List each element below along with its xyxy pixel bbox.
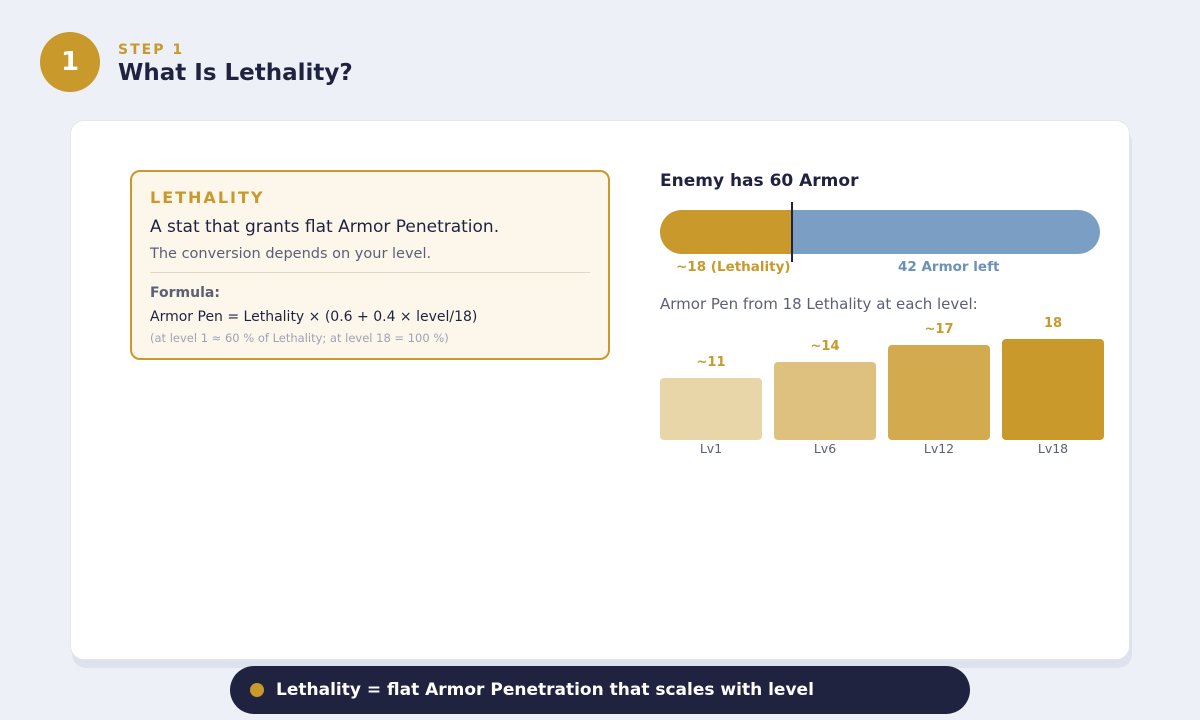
takeaway-dot-icon — [250, 683, 264, 697]
definition-title: LETHALITY — [150, 188, 265, 207]
definition-divider — [150, 272, 590, 273]
step-number-badge: 1 — [40, 32, 100, 92]
bar-lv18 — [1002, 339, 1104, 440]
formula-text: Armor Pen = Lethality × (0.6 + 0.4 × lev… — [150, 309, 478, 325]
formula-note: (at level 1 ≈ 60 % of Lethality; at leve… — [150, 331, 449, 345]
bar-value-label: 18 — [1043, 316, 1063, 331]
takeaway-banner: Lethality = flat Armor Penetration that … — [230, 666, 970, 714]
bar-value-label: ~14 — [810, 339, 840, 354]
bar-category-label: Lv18 — [1037, 441, 1069, 456]
takeaway-text: Lethality = flat Armor Penetration that … — [276, 680, 814, 700]
formula-label: Formula: — [150, 285, 220, 301]
definition-sub-text: The conversion depends on your level. — [150, 246, 432, 262]
definition-box: LETHALITY A stat that grants flat Armor … — [130, 170, 610, 360]
bar-category-label: Lv1 — [699, 441, 723, 456]
armor-remaining-label: 42 Armor left — [898, 259, 1000, 275]
armor-penetrated-label: ~18 (Lethality) — [676, 259, 791, 275]
definition-main-text: A stat that grants flat Armor Penetratio… — [150, 217, 500, 237]
step-label: STEP 1 — [118, 42, 185, 58]
chart-title: Armor Pen from 18 Lethality at each leve… — [660, 295, 978, 313]
bar-lv12 — [888, 345, 990, 440]
bar-value-label: ~17 — [924, 322, 954, 337]
armor-marker — [791, 202, 793, 262]
bar-value-label: ~11 — [696, 355, 726, 370]
armor-pen-bar-chart: ~11 Lv1 ~14 Lv6 ~17 Lv12 18 Lv18 — [660, 310, 1120, 470]
page-title: What Is Lethality? — [118, 60, 353, 86]
bar-category-label: Lv12 — [923, 441, 955, 456]
bar-category-label: Lv6 — [813, 441, 837, 456]
bar-lv6 — [774, 362, 876, 440]
armor-penetrated-fill — [660, 210, 792, 254]
armor-bar — [660, 210, 1100, 254]
armor-title: Enemy has 60 Armor — [660, 171, 859, 191]
bar-lv1 — [660, 378, 762, 440]
